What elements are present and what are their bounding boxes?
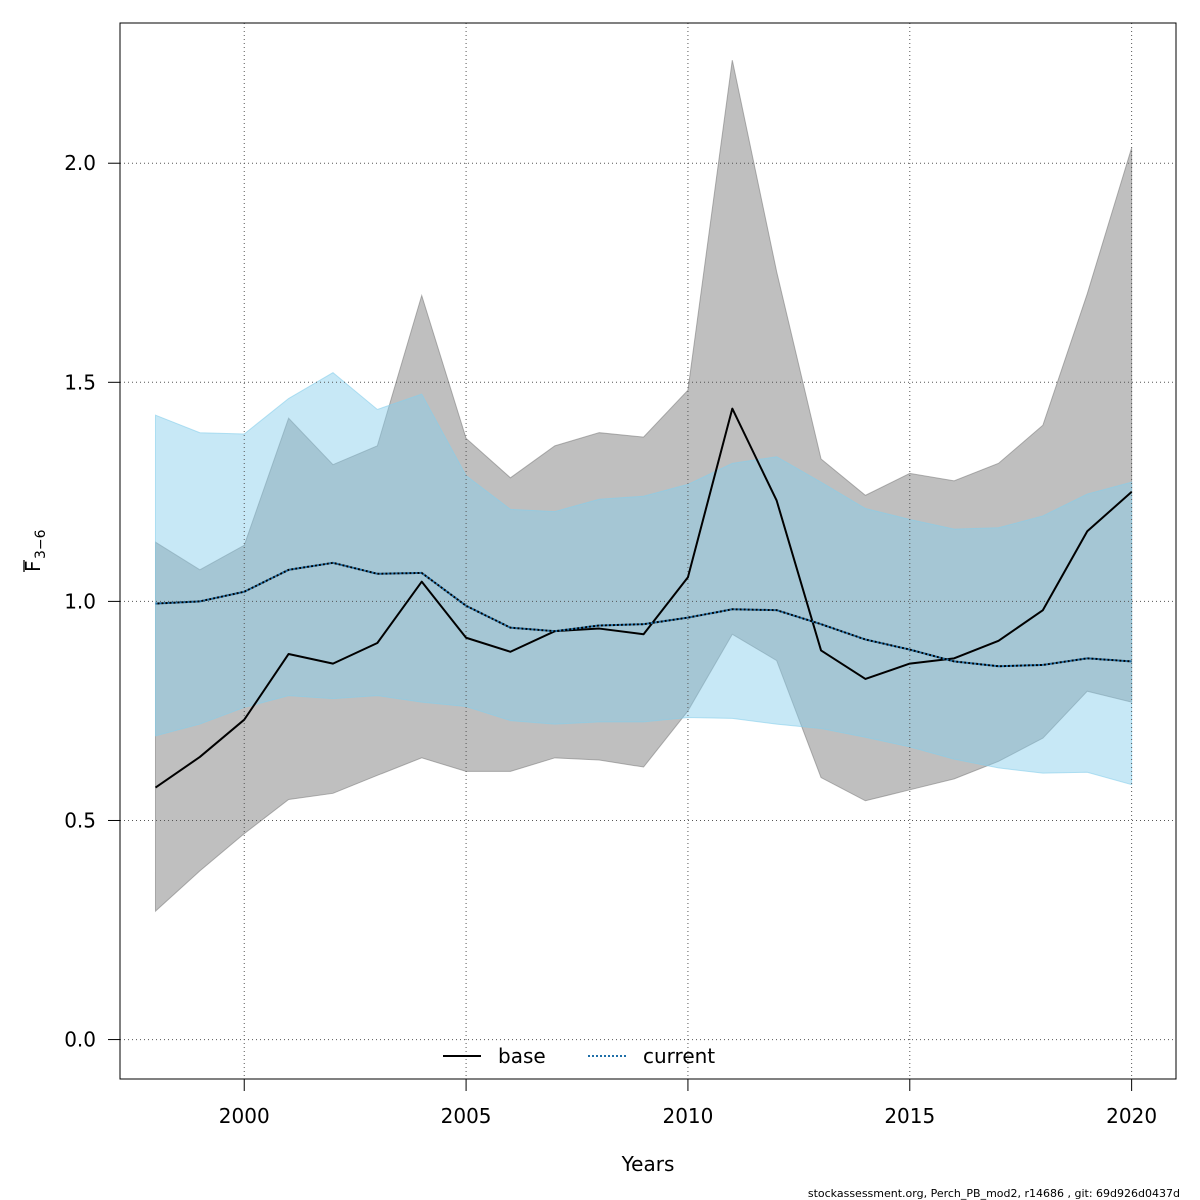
footer-note: stockassessment.org, Perch_PB_mod2, r146… (808, 1187, 1180, 1200)
x-axis-title: Years (621, 1152, 675, 1176)
y-tick-label: 1.0 (64, 589, 96, 613)
x-axis: 2000 2005 2010 2015 2020 (219, 1078, 1157, 1128)
x-tick-label: 2005 (441, 1104, 492, 1128)
y-tick-label: 0.0 (64, 1028, 96, 1052)
y-axis-title: F 3−6 (21, 529, 49, 572)
x-tick-label: 2010 (662, 1104, 713, 1128)
confidence-bands (154, 60, 1133, 913)
legend-base-label: base (498, 1044, 546, 1068)
grid (120, 23, 1176, 1079)
y-tick-label: 2.0 (64, 151, 96, 175)
line-base (154, 407, 1133, 789)
band-current (154, 372, 1133, 786)
line-current (155, 561, 1132, 668)
y-tick-label: 1.5 (64, 370, 96, 394)
y-tick-label: 0.5 (64, 808, 96, 832)
legend: base current (443, 1044, 715, 1068)
x-tick-label: 2015 (884, 1104, 935, 1128)
y-axis: 0.0 0.5 1.0 1.5 2.0 (64, 151, 120, 1052)
x-tick-label: 2000 (219, 1104, 270, 1128)
y-axis-title-main: F (21, 560, 45, 572)
series-lines (154, 407, 1133, 789)
y-axis-title-subscript: 3−6 (33, 529, 49, 559)
x-tick-label: 2020 (1106, 1104, 1157, 1128)
line-current-dots (155, 561, 1132, 668)
legend-current-label: current (643, 1044, 715, 1068)
